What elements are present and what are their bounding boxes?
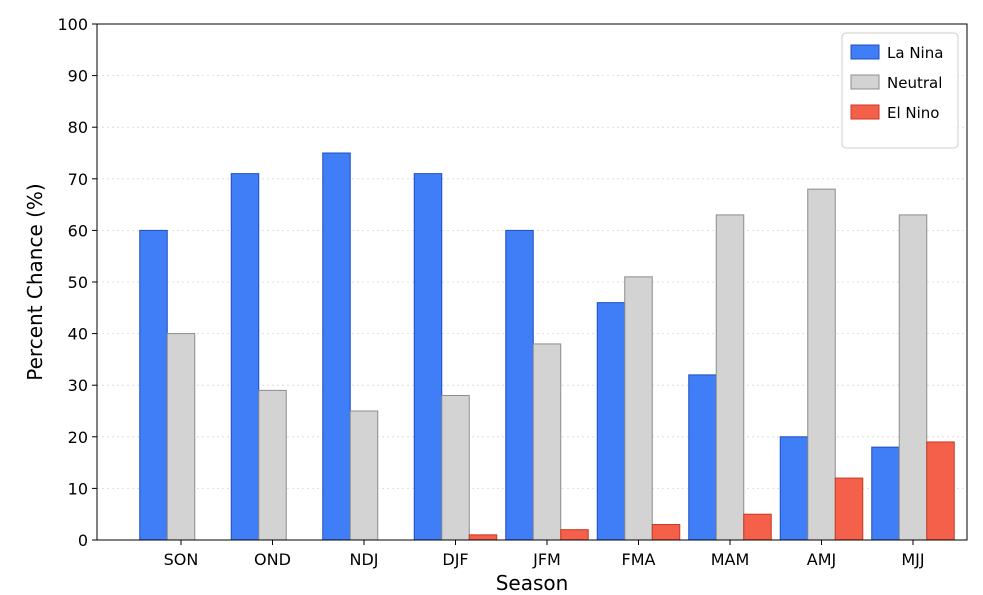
y-axis-title: Percent Chance (%) [23, 183, 47, 380]
x-axis-title: Season [496, 571, 569, 595]
x-tick-label: MJJ [901, 550, 924, 569]
bar-la-nina-mam [688, 374, 717, 541]
legend-label-neutral: Neutral [887, 74, 942, 92]
bar-el-nino-fma [651, 524, 681, 541]
tick-labels: 0 10 20 30 40 50 60 70 80 90 100 SON OND NDJ DJF JFM FMA… [57, 15, 924, 569]
legend-label-el-nino: El Nino [887, 104, 940, 122]
bar-el-nino-amj [834, 477, 864, 541]
bar-el-nino-mjj [926, 441, 955, 541]
y-tick-label: 80 [68, 118, 88, 137]
bars [139, 152, 955, 541]
x-tick-label: NDJ [349, 550, 378, 569]
bar-la-nina-fma [596, 302, 626, 541]
bar-neutral-jfm [532, 343, 562, 541]
legend-label-la-nina: La Nina [887, 44, 943, 62]
bar-neutral-ond [258, 389, 287, 541]
x-tick-label: SON [164, 550, 199, 569]
bar-el-nino-djf [468, 534, 498, 541]
plot-frame [96, 23, 968, 541]
bar-neutral-djf [441, 395, 470, 541]
y-tick-label: 100 [57, 15, 88, 34]
legend-swatch-el-nino [850, 104, 880, 120]
x-tick-label: FMA [622, 550, 656, 569]
x-tick-label: MAM [711, 550, 750, 569]
bar-neutral-amj [807, 188, 836, 541]
bar-la-nina-mjj [871, 446, 900, 541]
y-tick-label: 90 [68, 67, 88, 86]
y-tick-label: 20 [68, 428, 88, 447]
x-tick-label: DJF [442, 550, 468, 569]
axes [92, 23, 968, 545]
x-tick-label: AMJ [807, 550, 836, 569]
y-tick-label: 60 [68, 221, 88, 240]
bar-neutral-son [166, 333, 196, 541]
bar-la-nina-amj [779, 436, 809, 541]
x-tick-label: JFM [532, 550, 561, 569]
legend: La Nina Neutral El Nino [841, 32, 959, 149]
bar-la-nina-jfm [505, 229, 534, 541]
y-tick-label: 70 [68, 170, 88, 189]
y-tick-label: 40 [68, 325, 88, 344]
legend-swatch-neutral [850, 74, 880, 90]
y-tick-label: 10 [68, 479, 88, 498]
y-tick-label: 50 [68, 273, 88, 292]
bar-el-nino-jfm [560, 529, 589, 541]
x-tick-label: OND [254, 550, 291, 569]
y-tick-label: 0 [78, 531, 88, 550]
bar-la-nina-ond [230, 173, 260, 541]
bar-neutral-fma [624, 276, 653, 541]
bar-neutral-ndj [349, 410, 379, 541]
bar-el-nino-mam [743, 513, 772, 541]
bar-neutral-mam [715, 214, 745, 541]
bar-la-nina-son [139, 229, 168, 541]
bar-la-nina-djf [413, 173, 443, 541]
y-tick-label: 30 [68, 376, 88, 395]
bar-neutral-mjj [898, 214, 928, 541]
bar-la-nina-ndj [322, 152, 351, 541]
legend-swatch-la-nina [850, 44, 880, 60]
